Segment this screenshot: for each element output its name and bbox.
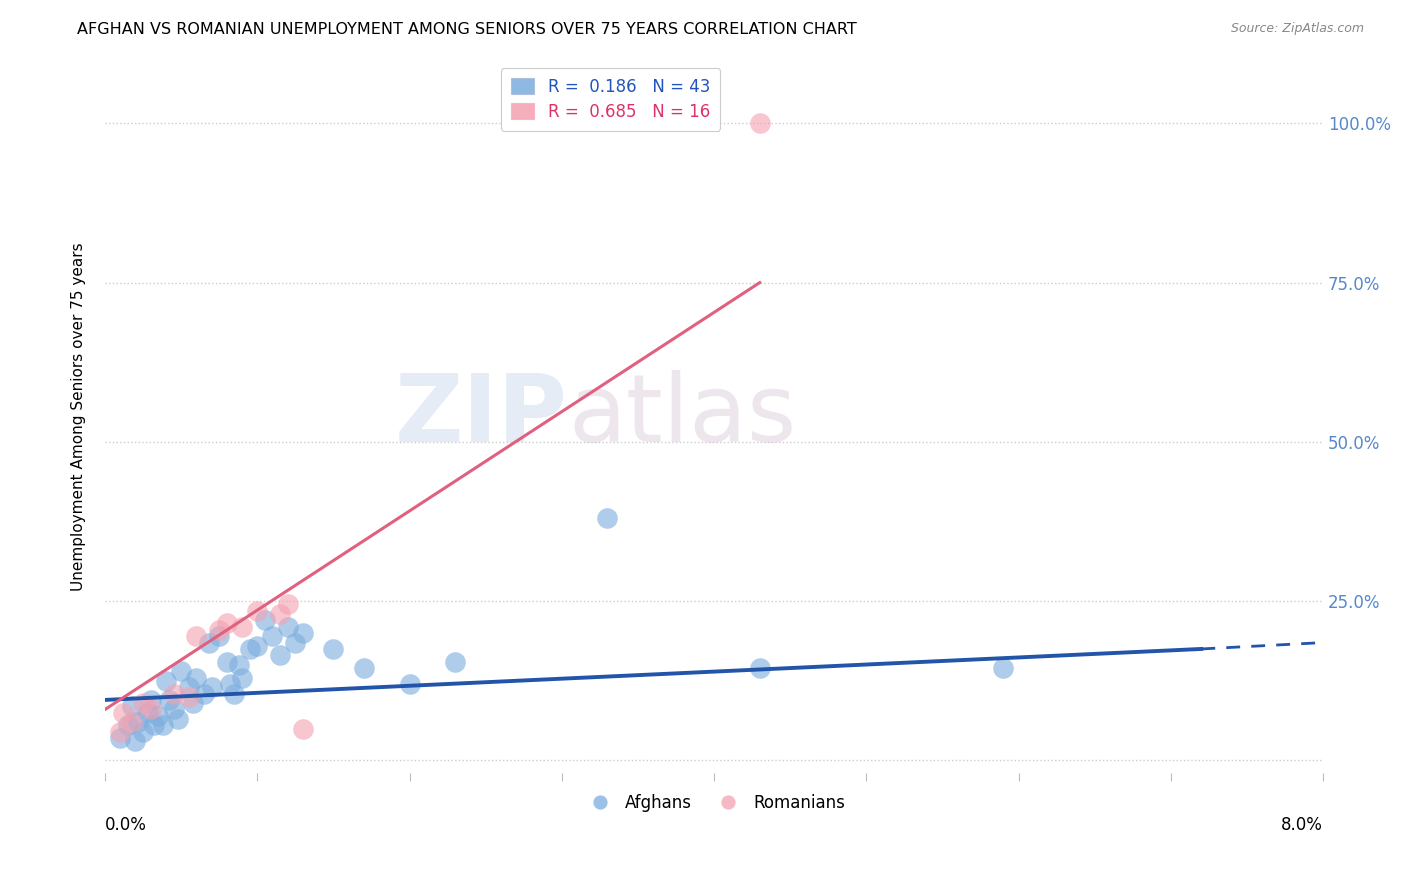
Point [132, 696, 155, 710]
Point [748, 661, 770, 675]
Point [186, 629, 208, 643]
Point [127, 715, 149, 730]
Point [139, 702, 162, 716]
Text: 0.0%: 0.0% [105, 816, 146, 834]
Point [177, 690, 200, 704]
Point [167, 712, 190, 726]
Text: 8.0%: 8.0% [1281, 816, 1323, 834]
Point [200, 680, 222, 694]
Point [148, 709, 170, 723]
Point [291, 722, 314, 736]
Point [284, 635, 307, 649]
Point [121, 699, 143, 714]
Y-axis label: Unemployment Among Seniors over 75 years: Unemployment Among Seniors over 75 years [72, 242, 86, 591]
Point [253, 613, 276, 627]
Point [277, 598, 299, 612]
Point [269, 648, 291, 663]
Point [112, 706, 135, 720]
Point [121, 715, 143, 730]
Point [291, 626, 314, 640]
Point [993, 661, 1015, 675]
Point [162, 702, 184, 716]
Point [110, 731, 132, 746]
Point [142, 718, 165, 732]
Point [157, 693, 180, 707]
Point [177, 680, 200, 694]
Point [132, 724, 155, 739]
Point [322, 642, 344, 657]
Point [228, 657, 250, 672]
Point [269, 607, 291, 621]
Point [246, 604, 269, 618]
Point [444, 655, 467, 669]
Point [748, 116, 770, 130]
Point [231, 620, 253, 634]
Text: AFGHAN VS ROMANIAN UNEMPLOYMENT AMONG SENIORS OVER 75 YEARS CORRELATION CHART: AFGHAN VS ROMANIAN UNEMPLOYMENT AMONG SE… [77, 22, 858, 37]
Point [110, 724, 132, 739]
Point [186, 671, 208, 685]
Point [162, 687, 184, 701]
Point [197, 635, 219, 649]
Point [353, 661, 375, 675]
Point [262, 629, 284, 643]
Point [239, 642, 262, 657]
Point [170, 665, 193, 679]
Point [596, 511, 619, 525]
Point [155, 673, 177, 688]
Point [398, 677, 420, 691]
Point [218, 677, 240, 691]
Text: ZIP: ZIP [395, 370, 568, 462]
Point [152, 718, 174, 732]
Point [215, 616, 238, 631]
Text: atlas: atlas [568, 370, 796, 462]
Point [246, 639, 269, 653]
Point [208, 623, 231, 637]
Point [231, 671, 253, 685]
Text: Source: ZipAtlas.com: Source: ZipAtlas.com [1230, 22, 1364, 36]
Point [277, 620, 299, 634]
Point [224, 687, 246, 701]
Point [136, 706, 159, 720]
Point [215, 655, 238, 669]
Point [139, 693, 162, 707]
Point [124, 734, 146, 748]
Legend: Afghans, Romanians: Afghans, Romanians [576, 787, 852, 818]
Point [117, 718, 139, 732]
Point [181, 696, 204, 710]
Point [208, 629, 231, 643]
Point [193, 687, 215, 701]
